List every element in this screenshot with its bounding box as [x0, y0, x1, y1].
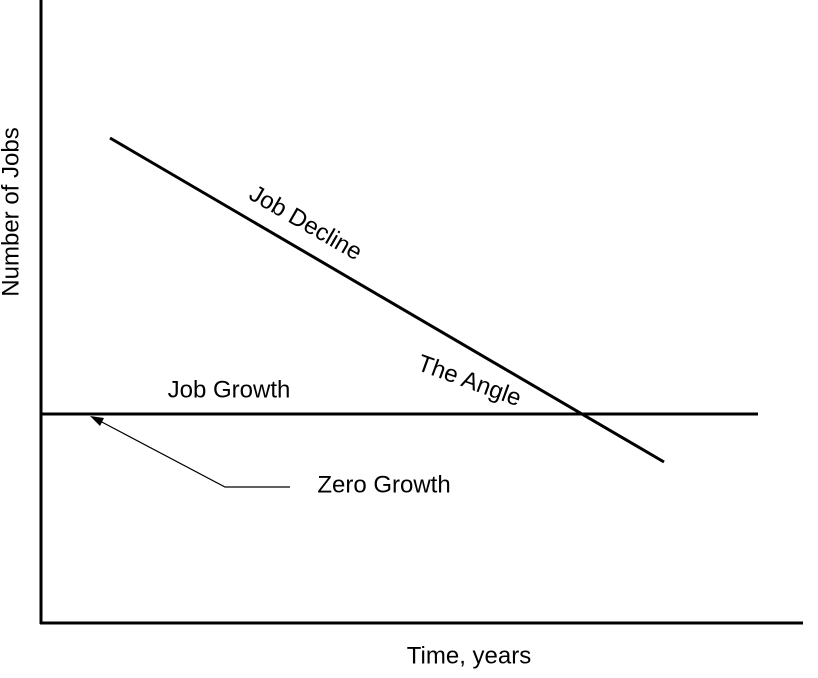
zero-growth-label: Zero Growth [317, 471, 450, 498]
pointer-line [97, 419, 290, 488]
arrowhead [90, 416, 104, 426]
decline-line [109, 136, 665, 464]
x-axis-label: Time, years [407, 642, 531, 669]
job-growth-label: Job Growth [168, 376, 291, 403]
y-axis-label: Number of Jobs [0, 127, 24, 296]
